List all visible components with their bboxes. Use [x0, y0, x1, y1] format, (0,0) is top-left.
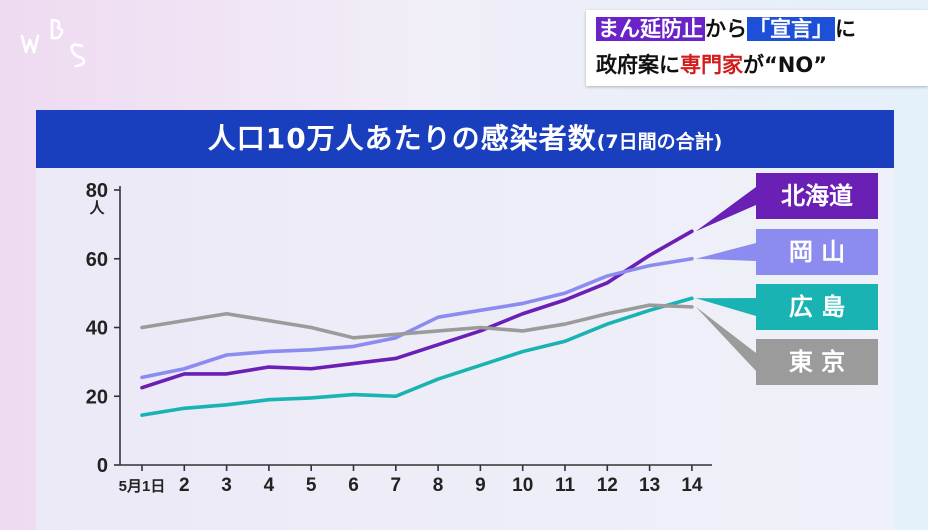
wbs-logo	[20, 18, 86, 68]
headline-segment: から	[705, 17, 747, 41]
x-tick-label: 5月1日	[119, 478, 166, 495]
headline-segment: まん延防止	[596, 17, 705, 41]
legend-tag-3: 東 京	[756, 339, 878, 385]
x-tick-label: 12	[597, 475, 618, 496]
y-tick-label: 0	[97, 455, 108, 477]
headline-line-1: まん延防止から「宣言」に	[596, 14, 856, 44]
y-tick-label: 20	[86, 386, 108, 408]
legend-pointer-2	[695, 298, 756, 316]
headline-segment: に	[835, 17, 856, 41]
legend-tag-2: 広 島	[756, 284, 878, 330]
chart-card: 人口10万人あたりの感染者数(7日間の合計) 0 20 40 60 80 人 5月1日 2 3 4…	[36, 110, 894, 530]
y-tick-label: 40	[86, 318, 108, 340]
series-line-1	[140, 256, 694, 380]
x-tick-label: 4	[264, 475, 275, 496]
headline-segment: が“NO”	[743, 53, 828, 77]
x-tick-label: 5	[306, 475, 317, 496]
series-line-0	[140, 229, 694, 390]
x-tick-label: 6	[348, 475, 359, 496]
chart-area: 0 20 40 60 80 人 5月1日 2 3 4 5 6 7 8 9 10 11 12 13 14 北海道岡 山広…	[36, 168, 894, 530]
legend-tag-0: 北海道	[756, 173, 878, 219]
chart-title: 人口10万人あたりの感染者数	[207, 122, 597, 155]
series-line-2	[140, 296, 694, 417]
x-tick-label: 14	[681, 475, 703, 496]
headline-line-2: 政府案に専門家が“NO”	[596, 50, 827, 80]
x-tick-label: 8	[433, 475, 444, 496]
y-tick-label: 60	[86, 249, 108, 271]
y-tick-label: 80	[86, 180, 108, 202]
x-tick-label: 13	[639, 475, 660, 496]
legend-pointer-1	[695, 243, 756, 261]
news-headline: まん延防止から「宣言」に 政府案に専門家が“NO”	[586, 10, 928, 86]
x-tick-label: 7	[391, 475, 402, 496]
chart-subtitle: (7日間の合計)	[596, 131, 723, 153]
headline-segment: 専門家	[680, 53, 743, 77]
x-tick-label: 11	[555, 475, 576, 496]
headline-segment: 政府案に	[596, 53, 680, 77]
x-tick-label: 10	[512, 475, 533, 496]
legend-pointer-3	[695, 306, 756, 371]
x-tick-label: 2	[179, 475, 190, 496]
series-line-3	[140, 303, 694, 340]
legend-tag-1: 岡 山	[756, 229, 878, 275]
chart-title-bar: 人口10万人あたりの感染者数(7日間の合計)	[36, 110, 894, 168]
x-tick-label: 3	[221, 475, 232, 496]
line-chart: 0 20 40 60 80人 5月1日 2 3 4 5 6 7 8 9 10 11 12 13 14	[86, 180, 756, 496]
y-axis-unit: 人	[89, 200, 105, 217]
x-tick-label: 9	[475, 475, 486, 496]
headline-segment: 「宣言」	[747, 17, 835, 41]
legend-pointer-0	[695, 187, 756, 232]
